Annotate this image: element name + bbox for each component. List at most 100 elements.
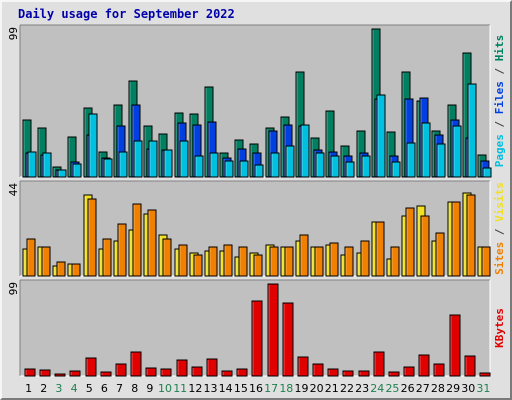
bar-kbytes-day-23 [358, 370, 370, 377]
legend-top: Pages / Files / Hits [493, 35, 506, 168]
bar-pages-day-2 [42, 152, 52, 178]
bar-sites-day-24 [375, 221, 385, 277]
bar-sites-day-17 [269, 246, 279, 277]
bar-sites-day-23 [360, 240, 370, 277]
bar-kbytes-day-12 [191, 366, 203, 377]
x-tick-label-6: 6 [101, 382, 108, 395]
bar-pages-day-18 [285, 145, 295, 178]
x-tick-label-24: 24 [370, 382, 384, 395]
bar-pages-day-6 [103, 158, 113, 178]
legend-top-segment-3: / [493, 61, 506, 81]
bar-kbytes-day-10 [160, 368, 172, 377]
bar-sites-day-29 [451, 201, 461, 277]
bar-pages-day-12 [194, 155, 204, 178]
legend-middle: Sites / Visits [493, 182, 506, 275]
legend-middle-segment-1: / [493, 222, 506, 242]
x-tick-label-8: 8 [131, 382, 138, 395]
legend-middle-segment-0: Sites [493, 242, 506, 275]
bar-kbytes-day-6 [100, 371, 112, 377]
x-tick-label-29: 29 [446, 382, 460, 395]
bar-pages-day-25 [391, 161, 401, 178]
bar-pages-day-21 [330, 155, 340, 178]
bar-sites-day-19 [299, 234, 309, 277]
bar-sites-day-30 [466, 194, 476, 277]
bar-kbytes-day-4 [69, 370, 81, 377]
bar-pages-day-30 [467, 83, 477, 178]
x-tick-label-7: 7 [116, 382, 123, 395]
legend-bottom: KBytes [493, 308, 506, 348]
bar-kbytes-day-30 [464, 355, 476, 377]
bar-kbytes-day-24 [373, 351, 385, 377]
x-tick-label-20: 20 [310, 382, 324, 395]
bar-sites-day-7 [117, 223, 127, 277]
bar-sites-day-27 [420, 215, 430, 277]
bar-kbytes-day-1 [24, 368, 36, 377]
bar-kbytes-day-3 [54, 373, 66, 377]
bar-kbytes-day-8 [130, 351, 142, 377]
bar-pages-day-24 [376, 94, 386, 178]
bar-sites-day-12 [193, 254, 203, 277]
y-max-label-top: 99 [7, 27, 20, 40]
legend-top-segment-4: Hits [493, 35, 506, 62]
bar-sites-day-1 [26, 238, 36, 277]
y-max-label-bottom: 99 [7, 282, 20, 295]
bar-kbytes-day-25 [388, 371, 400, 377]
bar-pages-day-13 [209, 152, 219, 178]
x-tick-label-4: 4 [71, 382, 78, 395]
bar-pages-day-22 [345, 161, 355, 178]
x-tick-label-27: 27 [416, 382, 430, 395]
bar-sites-day-5 [87, 198, 97, 277]
bar-sites-day-18 [284, 246, 294, 277]
bar-pages-day-31 [482, 167, 492, 178]
bar-kbytes-day-5 [85, 357, 97, 377]
bar-sites-day-21 [329, 242, 339, 277]
bar-sites-day-10 [162, 238, 172, 277]
bar-pages-day-8 [133, 140, 143, 178]
bar-pages-day-10 [163, 149, 173, 178]
bar-pages-day-7 [118, 151, 128, 178]
bar-kbytes-day-11 [176, 359, 188, 377]
bar-kbytes-day-18 [282, 302, 294, 377]
x-tick-label-1: 1 [25, 382, 32, 395]
bar-pages-day-3 [57, 169, 67, 178]
bar-sites-day-14 [223, 244, 233, 277]
bar-sites-day-20 [314, 246, 324, 277]
bar-sites-day-2 [41, 246, 51, 277]
x-tick-label-2: 2 [40, 382, 47, 395]
bar-sites-day-9 [147, 209, 157, 277]
bar-kbytes-day-15 [236, 368, 248, 377]
legend-top-segment-1: / [493, 114, 506, 134]
bar-sites-day-26 [405, 207, 415, 277]
bar-sites-day-6 [102, 238, 112, 277]
bar-pages-day-23 [361, 155, 371, 178]
bar-pages-day-9 [148, 140, 158, 178]
bar-sites-day-3 [56, 261, 66, 277]
bar-sites-day-25 [390, 246, 400, 277]
x-tick-label-17: 17 [264, 382, 278, 395]
x-tick-label-13: 13 [204, 382, 218, 395]
x-tick-label-25: 25 [385, 382, 399, 395]
bar-sites-day-16 [253, 254, 263, 277]
x-tick-label-10: 10 [158, 382, 172, 395]
bar-sites-day-8 [132, 203, 142, 277]
x-tick-label-12: 12 [188, 382, 202, 395]
bar-pages-day-20 [315, 152, 325, 178]
x-tick-label-22: 22 [340, 382, 354, 395]
bar-kbytes-day-26 [403, 366, 415, 377]
bar-kbytes-day-19 [297, 356, 309, 377]
x-tick-label-5: 5 [86, 382, 93, 395]
legend-top-segment-0: Pages [493, 134, 506, 167]
bar-pages-day-17 [270, 152, 280, 178]
bar-sites-day-13 [208, 246, 218, 277]
x-tick-label-30: 30 [461, 382, 475, 395]
legend-top-segment-2: Files [493, 81, 506, 114]
bar-kbytes-day-16 [251, 300, 263, 377]
bar-sites-day-15 [238, 246, 248, 277]
bar-pages-day-11 [179, 140, 189, 178]
bar-kbytes-day-9 [145, 367, 157, 377]
x-tick-label-16: 16 [249, 382, 263, 395]
x-tick-label-23: 23 [355, 382, 369, 395]
x-tick-label-9: 9 [146, 382, 153, 395]
bar-kbytes-day-31 [479, 372, 491, 377]
